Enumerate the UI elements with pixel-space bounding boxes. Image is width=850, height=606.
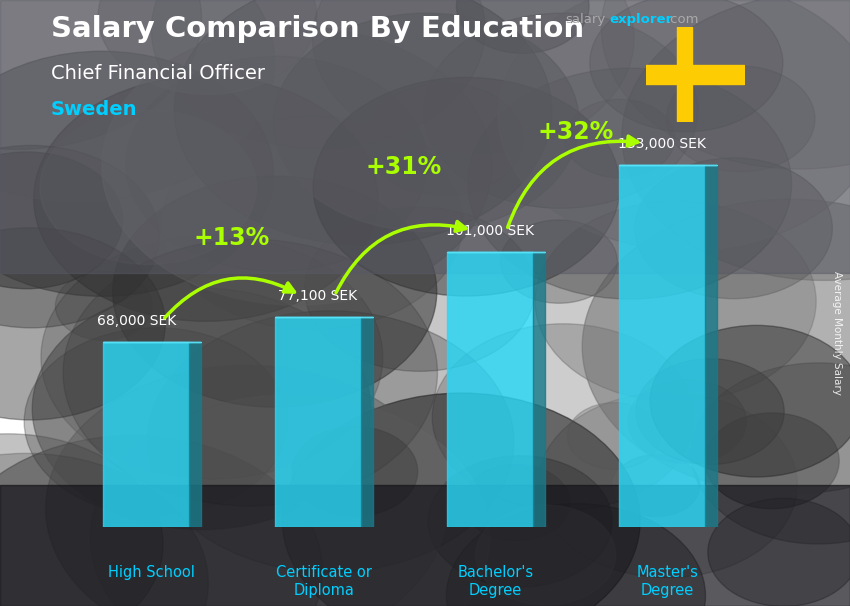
- Circle shape: [46, 365, 447, 606]
- Circle shape: [102, 27, 492, 305]
- Bar: [275, 317, 360, 527]
- Text: 77,100 SEK: 77,100 SEK: [278, 289, 357, 304]
- Circle shape: [0, 453, 208, 606]
- Circle shape: [151, 0, 485, 149]
- Circle shape: [635, 158, 832, 299]
- Circle shape: [446, 504, 706, 606]
- Circle shape: [590, 0, 783, 132]
- Circle shape: [63, 239, 438, 506]
- Polygon shape: [189, 342, 201, 527]
- Circle shape: [666, 66, 815, 172]
- Circle shape: [456, 0, 589, 53]
- Text: +13%: +13%: [194, 226, 269, 250]
- Circle shape: [162, 116, 462, 330]
- Circle shape: [126, 56, 428, 271]
- Circle shape: [628, 379, 746, 464]
- Circle shape: [501, 220, 617, 303]
- Polygon shape: [360, 317, 372, 527]
- Polygon shape: [533, 252, 545, 527]
- Circle shape: [0, 52, 274, 296]
- Bar: [619, 164, 705, 527]
- Bar: [103, 342, 189, 527]
- Circle shape: [582, 199, 850, 494]
- Circle shape: [622, 0, 850, 281]
- Circle shape: [476, 505, 615, 605]
- Circle shape: [0, 0, 275, 202]
- Text: 101,000 SEK: 101,000 SEK: [445, 224, 534, 238]
- Circle shape: [498, 0, 850, 250]
- Text: Chief Financial Officer: Chief Financial Officer: [51, 64, 265, 82]
- Circle shape: [24, 328, 287, 516]
- Circle shape: [304, 207, 535, 371]
- Text: .com: .com: [666, 13, 699, 26]
- Text: Certificate or
Diploma: Certificate or Diploma: [275, 565, 371, 598]
- Text: salary: salary: [565, 13, 605, 26]
- Text: explorer: explorer: [609, 13, 672, 26]
- Circle shape: [55, 271, 152, 341]
- Circle shape: [0, 145, 159, 328]
- Bar: [446, 252, 533, 527]
- Circle shape: [292, 427, 417, 516]
- Circle shape: [313, 0, 634, 153]
- Circle shape: [40, 110, 257, 264]
- Circle shape: [0, 152, 122, 288]
- Circle shape: [424, 13, 698, 208]
- Polygon shape: [705, 164, 717, 527]
- Circle shape: [564, 99, 675, 178]
- Circle shape: [691, 363, 850, 544]
- Text: Average Monthly Salary: Average Monthly Salary: [832, 271, 842, 395]
- Circle shape: [428, 456, 612, 587]
- Circle shape: [0, 436, 322, 606]
- Circle shape: [0, 434, 163, 606]
- Circle shape: [601, 0, 850, 169]
- Circle shape: [41, 236, 383, 479]
- Circle shape: [708, 498, 850, 606]
- Circle shape: [0, 228, 165, 420]
- Circle shape: [365, 83, 523, 196]
- Circle shape: [113, 176, 437, 407]
- Text: Master's
Degree: Master's Degree: [637, 565, 699, 598]
- Text: 133,000 SEK: 133,000 SEK: [618, 137, 705, 151]
- Circle shape: [174, 0, 552, 245]
- Circle shape: [98, 0, 317, 95]
- Circle shape: [468, 68, 791, 299]
- Circle shape: [636, 359, 785, 465]
- Circle shape: [463, 464, 570, 541]
- Circle shape: [705, 413, 839, 508]
- Circle shape: [537, 392, 797, 578]
- Circle shape: [433, 324, 694, 510]
- Circle shape: [282, 393, 640, 606]
- Circle shape: [313, 78, 620, 296]
- Text: 68,000 SEK: 68,000 SEK: [98, 314, 177, 328]
- Circle shape: [0, 0, 201, 150]
- Circle shape: [535, 201, 816, 402]
- Circle shape: [568, 402, 660, 469]
- Circle shape: [613, 454, 700, 516]
- Circle shape: [274, 13, 580, 231]
- Text: High School: High School: [108, 565, 195, 581]
- Text: Bachelor's
Degree: Bachelor's Degree: [457, 565, 534, 598]
- Circle shape: [34, 76, 377, 321]
- Circle shape: [147, 311, 513, 572]
- Circle shape: [650, 325, 850, 477]
- Text: Salary Comparison By Education: Salary Comparison By Education: [51, 15, 584, 43]
- Text: Sweden: Sweden: [51, 100, 138, 119]
- Circle shape: [90, 395, 490, 606]
- Text: +32%: +32%: [537, 120, 614, 144]
- Text: +31%: +31%: [366, 155, 442, 179]
- Circle shape: [32, 288, 371, 530]
